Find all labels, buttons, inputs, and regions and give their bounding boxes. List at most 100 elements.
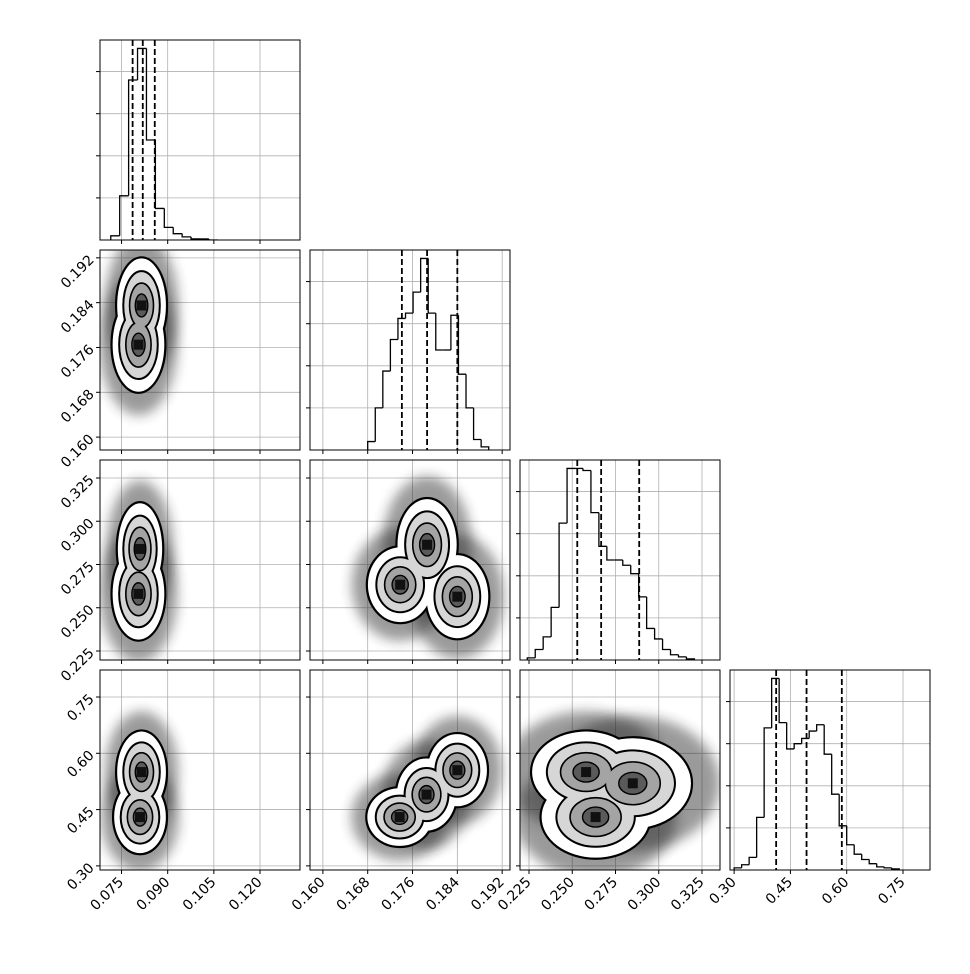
histogram-bin	[542, 636, 552, 650]
x-tick-label: 0.75	[875, 874, 908, 907]
histogram-bin	[630, 565, 639, 575]
density-peak	[135, 812, 145, 823]
panel-frame	[99, 39, 301, 241]
density-peak	[627, 778, 638, 789]
x-tick-label: 0.184	[423, 874, 463, 914]
histogram-bin	[868, 859, 877, 865]
histogram-bin	[419, 257, 429, 293]
histogram-bin	[558, 522, 568, 608]
x-tick-label: 0.075	[88, 874, 128, 914]
density-peak	[394, 812, 405, 823]
density	[100, 480, 178, 660]
histogram-bin	[740, 864, 750, 868]
density-peak	[133, 588, 144, 599]
density-peak	[136, 300, 147, 311]
histogram-bin	[190, 236, 200, 240]
histogram-bin	[883, 866, 892, 869]
panel-frame	[309, 459, 511, 661]
panel-frame	[729, 669, 931, 871]
histogram-bin	[472, 407, 482, 441]
histogram-bin	[526, 657, 536, 660]
density-peak	[133, 339, 144, 350]
histogram-bin	[876, 863, 885, 868]
histogram-bin	[590, 470, 599, 514]
panel-frame	[99, 459, 301, 661]
histogram-bin	[172, 227, 183, 235]
panel-frame	[519, 669, 721, 871]
density-peak	[395, 579, 406, 590]
density	[101, 711, 179, 870]
density	[351, 476, 504, 659]
histogram-bin	[861, 854, 870, 861]
y-tick-label: 0.160	[58, 431, 98, 471]
density-peak	[135, 543, 145, 554]
contour-line	[391, 574, 409, 595]
x-tick-label: 0.60	[819, 874, 852, 907]
y-tick-label: 0.176	[58, 342, 98, 382]
panel	[306, 459, 511, 664]
x-tick-label: 0.168	[334, 874, 374, 914]
histogram-bin	[412, 291, 421, 314]
histogram-bin	[435, 313, 444, 351]
histogram-bin	[606, 546, 615, 561]
density-peak	[581, 767, 592, 778]
histogram	[367, 250, 490, 450]
histogram-bin	[831, 754, 840, 795]
x-tick-label: 0.250	[538, 874, 578, 914]
histogram	[733, 670, 900, 870]
x-tick-label: 0.325	[668, 874, 708, 914]
y-tick-label: 0.45	[64, 804, 97, 837]
histogram-bin	[808, 730, 817, 739]
histogram-bin	[465, 374, 474, 409]
histogram-bin	[374, 407, 383, 442]
panel-frame	[99, 249, 301, 451]
density-peak	[452, 591, 463, 602]
histogram	[526, 460, 696, 660]
histogram-bin	[136, 47, 147, 80]
density-peak	[422, 539, 433, 550]
histogram-bin	[427, 258, 436, 314]
histogram-bin	[891, 867, 900, 870]
y-tick-label: 0.275	[58, 559, 98, 599]
histogram-bin	[457, 315, 467, 375]
density-peak	[452, 765, 463, 776]
density-peak	[136, 767, 147, 778]
histogram-bin	[181, 233, 192, 238]
x-tick-label: 0.275	[581, 874, 621, 914]
histogram-bin	[793, 743, 802, 749]
histogram-bin	[582, 468, 591, 472]
histogram-bin	[763, 727, 772, 818]
panel	[516, 459, 721, 664]
histogram-bin	[748, 856, 757, 865]
histogram-bin	[823, 724, 832, 755]
density-peak	[421, 789, 432, 800]
histogram-bin	[127, 79, 138, 196]
histogram-bin	[480, 439, 490, 450]
x-tick-label: 0.45	[763, 874, 796, 907]
y-tick-label: 0.300	[58, 516, 98, 556]
panel-frame	[99, 669, 301, 871]
histogram-bin	[397, 317, 406, 340]
histogram-bin	[786, 722, 795, 750]
panel	[96, 39, 301, 244]
panel-frame	[309, 249, 511, 451]
histogram-bin	[119, 195, 129, 236]
histogram-bin	[677, 654, 687, 658]
histogram-bin	[163, 208, 174, 229]
histogram-bin	[389, 338, 398, 372]
y-tick-label: 0.225	[58, 645, 98, 685]
panel-frame	[519, 459, 721, 661]
x-tick-label: 0.160	[289, 874, 329, 914]
y-tick-label: 0.75	[64, 691, 97, 724]
density	[351, 716, 502, 861]
panel	[306, 249, 511, 454]
histogram-bin	[450, 314, 459, 350]
y-tick-label: 0.60	[64, 748, 97, 781]
histogram-bin	[622, 560, 631, 566]
density	[100, 250, 179, 416]
y-tick-label: 0.168	[58, 387, 98, 427]
